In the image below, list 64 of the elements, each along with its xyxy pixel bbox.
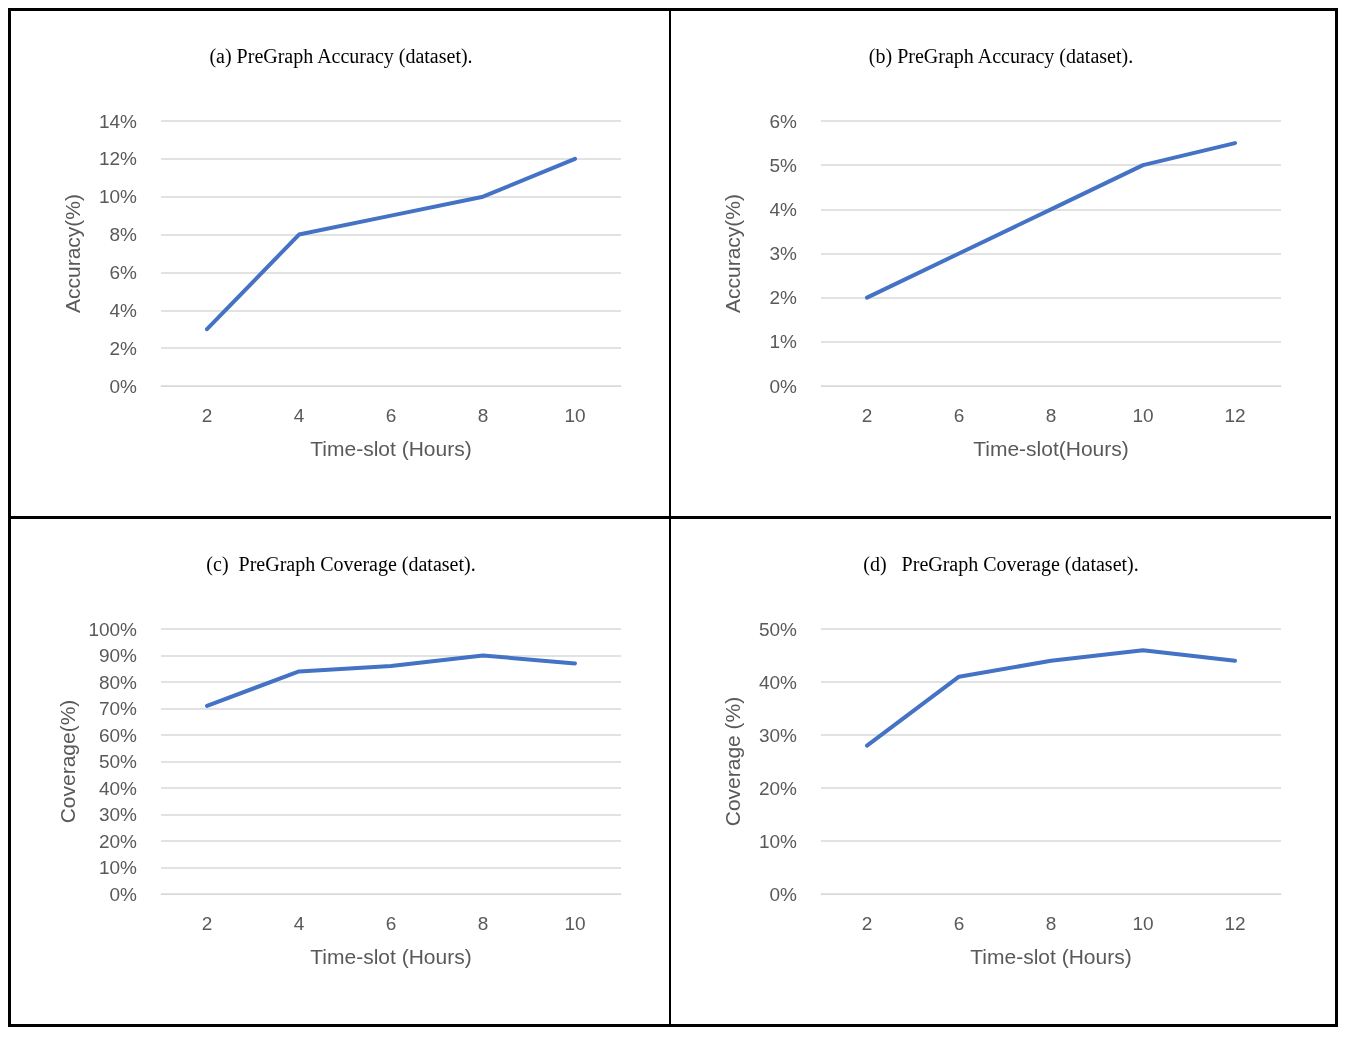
chart-title: (a) PreGraph Accuracy (dataset).	[209, 45, 473, 68]
y-tick-label: 8%	[109, 224, 138, 246]
x-tick-label: 10	[564, 405, 586, 426]
y-axis-title: Coverage (%)	[721, 696, 744, 827]
chart-title: (d) PreGraph Coverage (dataset).	[863, 553, 1139, 576]
y-tick-label: 100%	[88, 618, 138, 640]
y-tick-label: 5%	[769, 154, 798, 176]
y-tick-label: 40%	[758, 671, 798, 693]
chart-title: (c) PreGraph Coverage (dataset).	[206, 553, 476, 576]
x-tick-label: 6	[385, 913, 397, 934]
x-tick-label: 10	[1132, 913, 1154, 934]
y-tick-label: 0%	[769, 375, 798, 397]
y-tick-label: 20%	[98, 830, 138, 852]
x-tick-label: 8	[1045, 405, 1057, 426]
x-tick-label: 2	[861, 913, 873, 934]
y-axis-title: Coverage(%)	[55, 699, 79, 824]
x-tick-label: 10	[1132, 405, 1154, 426]
y-tick-label: 30%	[98, 804, 138, 825]
y-axis-title: Accuracy(%)	[61, 193, 84, 314]
x-tick-label: 4	[293, 913, 305, 934]
x-axis-title: Time-slot(Hours)	[973, 437, 1129, 460]
x-axis-title: Time-slot (Hours)	[970, 945, 1132, 968]
y-tick-label: 0%	[109, 375, 138, 397]
x-tick-label: 2	[201, 405, 213, 426]
y-tick-label: 6%	[769, 110, 798, 132]
y-tick-label: 12%	[98, 148, 138, 170]
y-tick-label: 20%	[758, 777, 798, 799]
chart-title: (b) PreGraph Accuracy (dataset).	[868, 45, 1134, 68]
y-tick-label: 50%	[98, 751, 138, 772]
x-tick-label: 6	[953, 913, 965, 934]
y-axis-title: Accuracy(%)	[721, 193, 744, 314]
x-tick-label: 6	[953, 405, 965, 426]
y-tick-label: 4%	[769, 198, 798, 220]
x-tick-label: 8	[477, 913, 489, 934]
y-tick-label: 50%	[758, 618, 798, 640]
y-tick-label: 6%	[109, 261, 138, 283]
y-tick-label: 2%	[109, 337, 138, 359]
x-tick-label: 2	[861, 405, 873, 426]
y-tick-label: 60%	[98, 724, 138, 746]
y-tick-label: 2%	[769, 287, 798, 309]
x-tick-label: 2	[201, 913, 213, 934]
x-axis-title: Time-slot (Hours)	[310, 945, 472, 968]
x-tick-label: 12	[1224, 405, 1246, 426]
y-tick-label: 10%	[98, 186, 138, 208]
y-tick-label: 90%	[98, 645, 138, 666]
y-tick-label: 1%	[769, 331, 798, 353]
y-tick-label: 0%	[769, 883, 798, 905]
y-tick-label: 0%	[109, 883, 138, 905]
y-tick-label: 30%	[758, 724, 798, 746]
y-tick-label: 10%	[758, 830, 798, 852]
x-tick-label: 6	[385, 405, 397, 426]
x-tick-label: 8	[477, 405, 489, 426]
y-tick-label: 40%	[98, 777, 138, 799]
y-tick-label: 10%	[98, 857, 138, 878]
y-tick-label: 70%	[98, 698, 138, 719]
x-tick-label: 4	[293, 405, 305, 426]
y-tick-label: 14%	[98, 110, 138, 132]
x-tick-label: 12	[1224, 913, 1246, 934]
x-axis-title: Time-slot (Hours)	[310, 437, 472, 460]
y-tick-label: 80%	[98, 671, 138, 693]
x-tick-label: 8	[1045, 913, 1057, 934]
y-tick-label: 4%	[109, 299, 138, 321]
y-tick-label: 3%	[769, 243, 798, 264]
x-tick-label: 10	[564, 913, 586, 934]
